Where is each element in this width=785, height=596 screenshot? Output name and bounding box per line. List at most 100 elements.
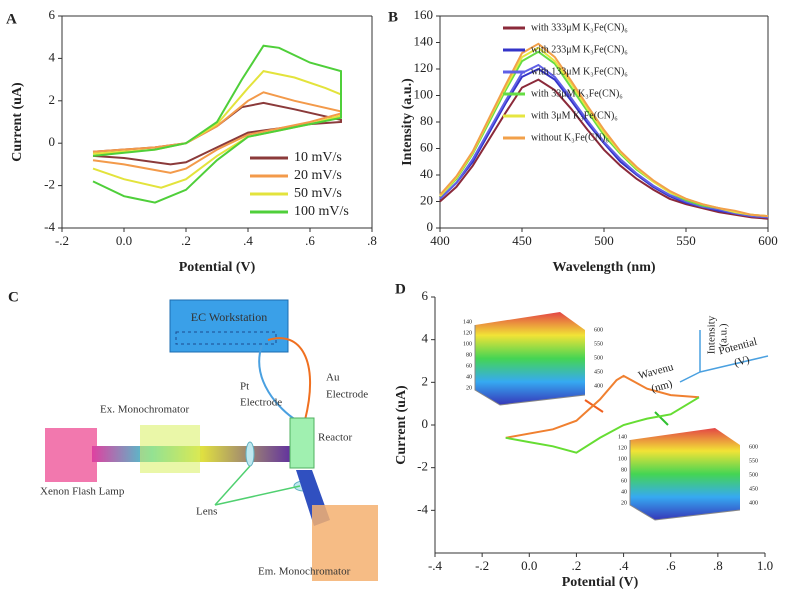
legend-label: 10 mV/s [294, 150, 342, 165]
label: Em. Monochromator [258, 566, 351, 578]
inset-tick-label: 20 [466, 385, 472, 391]
y-tick-label: 6 [49, 7, 56, 22]
inset-tick-label: 60 [621, 478, 627, 484]
y-tick-label: -2 [44, 177, 55, 192]
y-axis-label: Current (uA) [394, 385, 409, 465]
series-line [439, 63, 769, 219]
y-tick-label: 100 [414, 86, 434, 101]
inset-tick-label: 450 [749, 486, 758, 492]
y-axis-label: Intensity (a.u.) [400, 78, 415, 166]
chart: B 400 450 500 550 600 0 20 40 60 80 100 120 140 160 Wav… [388, 7, 778, 275]
x-tick-label: .2 [181, 233, 191, 248]
legend-label: 50 mV/s [294, 186, 342, 201]
inset-surface [475, 312, 585, 405]
y-tick-label: 0 [427, 219, 434, 234]
y-tick-label: 60 [420, 139, 433, 154]
label: Au [326, 372, 340, 384]
legend-label: with 33μM K₃Fe(CN)₆ [531, 88, 623, 99]
y-tick-label: -4 [417, 501, 428, 516]
x-tick-label: 0.0 [116, 233, 132, 248]
x-axis-label: Wavelength (nm) [552, 260, 655, 275]
label: Electrode [326, 389, 368, 401]
lens [245, 441, 255, 467]
legend-label: with 333μM K₃Fe(CN)₆ [531, 22, 628, 33]
x-tick-label: -.4 [428, 558, 443, 573]
inset-tick-label: 60 [466, 363, 472, 369]
x-tick-label: .2 [572, 558, 582, 573]
workstation-slots [175, 331, 277, 345]
label: Ex. Monochromator [100, 404, 190, 416]
label: Electrode [240, 397, 282, 409]
panel-letter: A [6, 11, 17, 27]
legend-label: 100 mV/s [294, 204, 349, 219]
y-tick-label: 0 [49, 134, 56, 149]
series-line [439, 42, 769, 218]
inset-arrow [654, 411, 669, 426]
inset-frame [474, 325, 586, 406]
x-tick-label: .6 [666, 558, 676, 573]
y-tick-label: 120 [414, 60, 434, 75]
y-tick-label: 140 [414, 33, 434, 48]
legend-label: without K₃Fe(CN)₆ [531, 132, 609, 143]
chart: A -.2 0.0 .2 .4 .6 .8 -4 -2 0 2 4 6 Potential (V) Curr… [6, 7, 377, 275]
pt-wire [258, 344, 297, 421]
x-tick-label: 400 [430, 233, 450, 248]
y-tick-label: 4 [422, 331, 429, 346]
inset-surface [630, 428, 740, 520]
legend-label: with 233μM K₃Fe(CN)₆ [531, 44, 628, 55]
y-tick-label: 80 [420, 113, 433, 128]
panel-letter: C [8, 289, 19, 305]
x-tick-label: 0.0 [521, 558, 537, 573]
inset-tick-label: 100 [618, 456, 627, 462]
inset-tick-label: 100 [463, 341, 472, 347]
y-tick-label: 4 [49, 49, 56, 64]
inset-tick-label: 400 [594, 383, 603, 389]
x-tick-label: .4 [243, 233, 253, 248]
inset-tick-label: 450 [594, 369, 603, 375]
legend-label: with 3μM K₃Fe(CN)₆ [531, 110, 618, 121]
inset-tick-label: 80 [466, 352, 472, 358]
y-tick-label: -4 [44, 219, 55, 234]
annotation: (a.u.) [718, 323, 730, 347]
annotation: (nm) [650, 378, 674, 395]
inset-tick-label: 600 [749, 444, 758, 450]
y-tick-label: 2 [422, 373, 429, 388]
x-tick-label: .8 [367, 233, 377, 248]
inset-tick-label: 120 [618, 445, 627, 451]
inset-tick-label: 40 [466, 374, 472, 380]
series-line [505, 396, 700, 454]
x-tick-label: .4 [619, 558, 629, 573]
panel-letter: D [395, 281, 406, 297]
inset-tick-label: 550 [594, 341, 603, 347]
x-tick-label: 600 [758, 233, 778, 248]
label: Reactor [318, 432, 353, 444]
y-tick-label: -2 [417, 459, 428, 474]
axes-sketch [679, 330, 769, 383]
annotation: (V) [733, 354, 751, 370]
y-tick-label: 2 [49, 92, 56, 107]
insets [474, 312, 769, 521]
x-tick-label: .6 [305, 233, 315, 248]
series-line [439, 78, 769, 220]
label: Xenon Flash Lamp [40, 486, 125, 498]
inset-tick-label: 40 [621, 489, 627, 495]
chart: D -.4 -.2 0.0 .2 .4 .6 .8 1.0 -4 -2 0 2 4 6 Potential (… [394, 281, 773, 590]
x-tick-label: -.2 [55, 233, 69, 248]
x-tick-label: -.2 [475, 558, 489, 573]
y-tick-label: 0 [422, 416, 429, 431]
lens-pointer [214, 465, 301, 506]
em-monochromator [312, 505, 378, 581]
label: EC Workstation [191, 310, 267, 324]
legend-label: with 133μM K₃Fe(CN)₆ [531, 66, 628, 77]
diagram-c: C EC Workstation Pt Electrode Au Electro… [8, 289, 378, 581]
au-wire [267, 337, 312, 421]
annotation: Intensity [706, 315, 718, 354]
legend-label: 20 mV/s [294, 168, 342, 183]
ec-workstation [169, 299, 289, 353]
lamp [45, 428, 97, 482]
series-line [505, 374, 700, 439]
y-tick-label: 20 [420, 192, 433, 207]
inset-tick-label: 120 [463, 330, 472, 336]
y-tick-label: 40 [420, 166, 433, 181]
